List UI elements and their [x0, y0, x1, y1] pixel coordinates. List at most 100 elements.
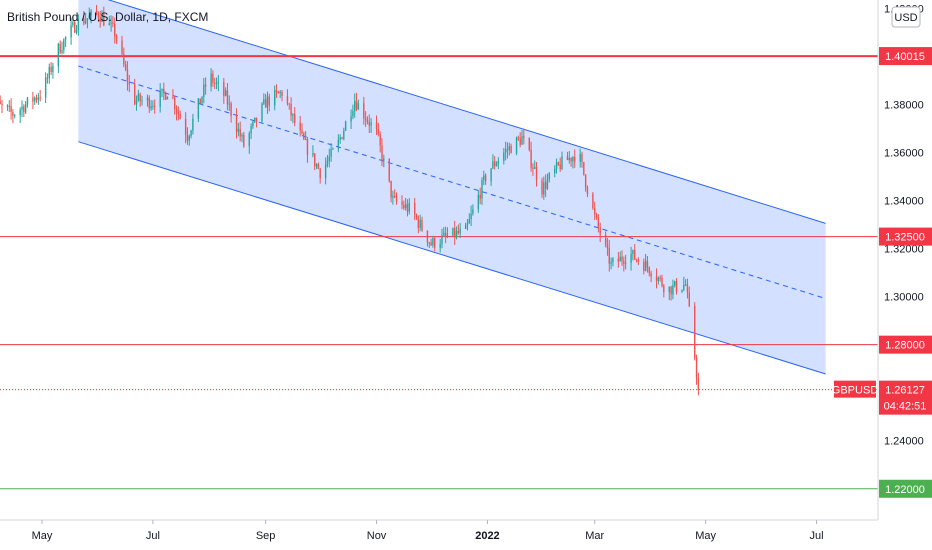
price-axis-bg [878, 0, 932, 520]
candle-body [190, 130, 192, 137]
candle-body [644, 260, 647, 271]
candle-body [481, 179, 483, 199]
candles [0, 4, 700, 396]
candle-body [75, 30, 78, 33]
candle-body [212, 73, 214, 83]
candle-body [688, 292, 690, 306]
candle-body [70, 25, 72, 38]
candle-body [319, 168, 321, 179]
candle-body [421, 220, 423, 231]
candle-body [134, 84, 136, 105]
candle-body [315, 164, 318, 167]
candle-body [579, 154, 581, 162]
currency-badge[interactable]: USD [891, 6, 921, 28]
candle-body [337, 139, 340, 149]
candle-body [686, 284, 689, 293]
candle-body [441, 235, 443, 245]
candle-body [390, 180, 392, 198]
candle-body [237, 128, 240, 132]
candle-body [477, 194, 480, 210]
candle-body [495, 163, 498, 166]
candle-body [434, 238, 436, 248]
candle-body [332, 148, 334, 150]
candle-body [581, 154, 583, 163]
candle-body [135, 100, 138, 105]
candle-body [554, 168, 556, 174]
candle-body [363, 103, 365, 119]
candle-body [48, 66, 50, 78]
candle-body [306, 139, 309, 155]
candle-body [108, 23, 110, 26]
candle-body [46, 77, 49, 79]
candle-body [35, 97, 38, 100]
candle-body [368, 121, 370, 126]
candle-body [375, 122, 378, 129]
time-tick-label: Nov [367, 530, 387, 542]
candle-body [468, 219, 470, 224]
price-axis[interactable]: 1.240001.260001.280001.300001.320001.340… [877, 0, 932, 520]
candle-body [446, 235, 449, 237]
candle-body [303, 133, 305, 140]
candle-body [152, 105, 154, 107]
candle-body [254, 117, 256, 122]
candle-body [635, 259, 638, 261]
candle-body [672, 285, 674, 295]
candle-body [497, 160, 500, 164]
candle-body [377, 128, 380, 134]
time-axis-ticks: May Jul Sep Nov 2022 Mar May Jul [32, 520, 824, 542]
candle-body [388, 158, 390, 181]
level-label-box [879, 227, 932, 246]
candle-body [166, 97, 169, 100]
candle-body [224, 90, 227, 96]
candle-body [199, 98, 201, 104]
candle-body [12, 111, 14, 116]
candle-body [643, 261, 645, 271]
candle-body [608, 247, 610, 264]
level-label-box [879, 47, 932, 66]
candle-body [83, 18, 85, 24]
candle-body [103, 14, 105, 26]
candle-body [594, 207, 596, 215]
channel-middle-line[interactable] [78, 65, 826, 300]
candle-body [426, 230, 429, 243]
candle-body [197, 98, 200, 119]
candle-body [279, 91, 281, 94]
candle-body [243, 135, 245, 147]
candle-body [630, 254, 632, 263]
candle-body [464, 225, 467, 229]
candle-body [617, 258, 620, 262]
candle-body [681, 289, 683, 292]
candle-body [674, 281, 676, 286]
candle-body [112, 22, 114, 24]
candle-body [532, 167, 534, 169]
candle-body [255, 117, 258, 122]
candle-body [619, 256, 621, 262]
candle-body [1, 103, 3, 106]
candle-body [139, 93, 141, 102]
candle-body [659, 277, 661, 279]
symbol-label-box [834, 380, 876, 398]
level-label-box [879, 335, 932, 354]
candle-body [604, 234, 607, 245]
level-label: 1.28000 [885, 340, 925, 352]
candle-body [203, 84, 205, 97]
candle-body [86, 18, 89, 21]
candle-body [126, 69, 129, 83]
chart-title: British Pound / U.S. Dollar, 1D, FXCM [7, 10, 208, 24]
candle-body [541, 180, 543, 195]
level-label: 1.40015 [885, 51, 925, 63]
channel-group [78, 0, 826, 375]
candle-body [326, 160, 329, 165]
time-axis[interactable]: May Jul Sep Nov 2022 Mar May Jul [0, 519, 932, 550]
candle-body [114, 23, 116, 37]
candle-body [61, 50, 63, 53]
candle-body [88, 15, 90, 19]
candle-body [657, 277, 660, 281]
candle-body [392, 196, 394, 198]
candle-body [177, 112, 180, 115]
candle-body [210, 73, 212, 87]
candle-body [59, 43, 61, 53]
channel-upper-line[interactable] [78, 0, 826, 224]
channel-lower-line[interactable] [78, 141, 826, 375]
